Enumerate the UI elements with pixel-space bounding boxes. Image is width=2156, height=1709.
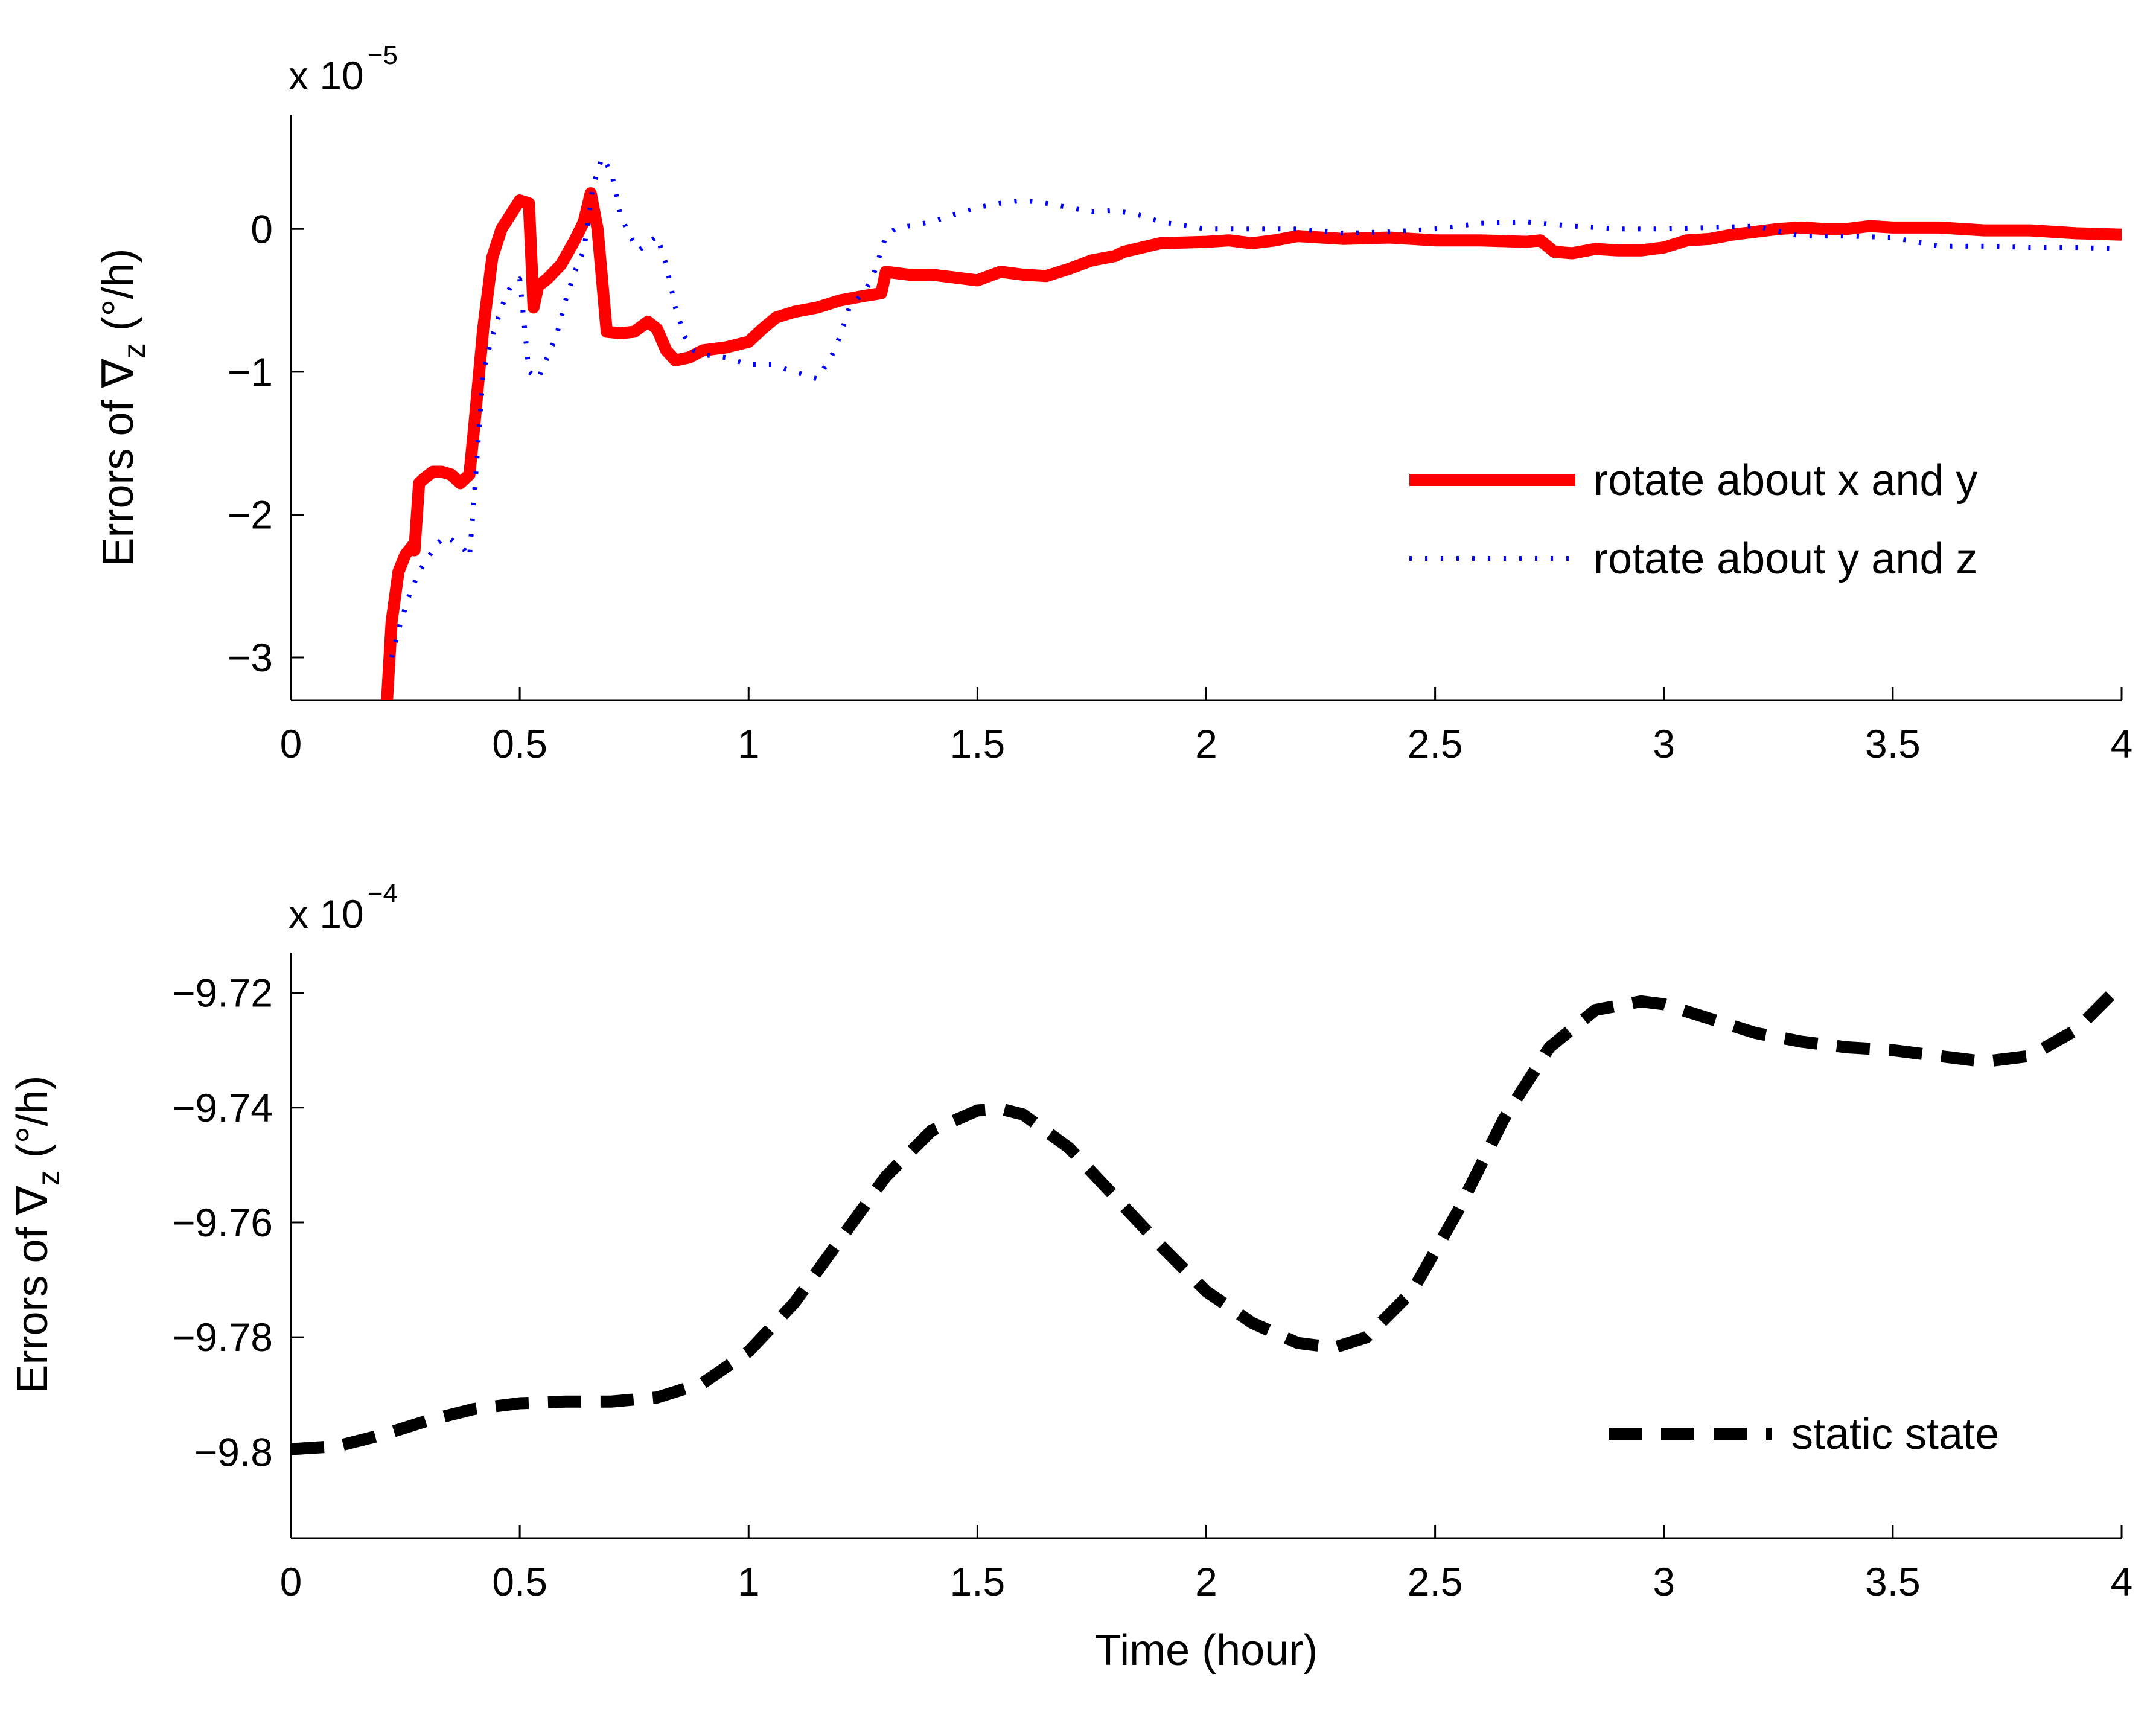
subplot-2: 0 0.5 1 1.5 2 2.5 3 3.5 4 −9.8 −9.78 −9.76 −9.74 −9.7…: [8, 879, 2132, 1675]
x-tick-label: 3.5: [1865, 1559, 1921, 1604]
x-tick-label: 0.5: [492, 1559, 547, 1604]
x-tick-label: 4: [2111, 1559, 2133, 1604]
y-tick-label: −2: [228, 492, 273, 537]
y-tick-label: −9.72: [172, 971, 273, 1015]
x-tick-label: 3.5: [1865, 721, 1921, 766]
x-tick-label: 0: [280, 721, 302, 766]
x-tick-label: 4: [2111, 721, 2133, 766]
y-tick-label: −9.78: [172, 1315, 273, 1359]
y-tick-label: 0: [250, 206, 273, 251]
x-tick-label: 2: [1195, 1559, 1217, 1604]
y-tick-label: −9.8: [194, 1429, 273, 1474]
series-line-rotate-about-y-and-z: [389, 155, 2122, 658]
x-tick-label: 0.5: [492, 721, 547, 766]
x-tick-label: 1: [738, 1559, 760, 1604]
legend-label: rotate about y and z: [1593, 535, 1977, 583]
series-line-rotate-about-x-and-y: [381, 187, 2122, 700]
x-tick-label: 3: [1653, 721, 1675, 766]
y-tick-label: −1: [228, 350, 273, 394]
x-tick-label: 2.5: [1408, 1559, 1463, 1604]
x-tick-label: 1.5: [950, 1559, 1006, 1604]
y-multiplier-label: x 10 −5: [289, 40, 398, 98]
x-tick-label: 2: [1195, 721, 1217, 766]
y-tick-label: −9.76: [172, 1200, 273, 1245]
x-axis-label: Time (hour): [1095, 1626, 1318, 1675]
x-tick-label: 1: [738, 721, 760, 766]
y-tick-label: −9.74: [172, 1085, 273, 1130]
x-tick-label: 2.5: [1408, 721, 1463, 766]
legend-label: rotate about x and y: [1593, 456, 1977, 505]
x-tick-label: 0: [280, 1559, 302, 1604]
legend-label: static state: [1791, 1410, 1999, 1458]
x-tick-label: 3: [1653, 1559, 1675, 1604]
y-tick-label: −3: [228, 635, 273, 680]
y-multiplier-label: x 10 −4: [289, 879, 398, 936]
series-line-static-state: [291, 980, 2122, 1455]
subplot-1: 0 0.5 1 1.5 2 2.5 3 3.5 4 −3 −2 −1 0 x 10 −5 Errors of …: [94, 40, 2132, 766]
y-axis-label: Errors of ∇z (°/h): [94, 248, 152, 566]
y-axis-label: Errors of ∇z (°/h): [8, 1075, 66, 1393]
x-tick-label: 1.5: [950, 721, 1006, 766]
